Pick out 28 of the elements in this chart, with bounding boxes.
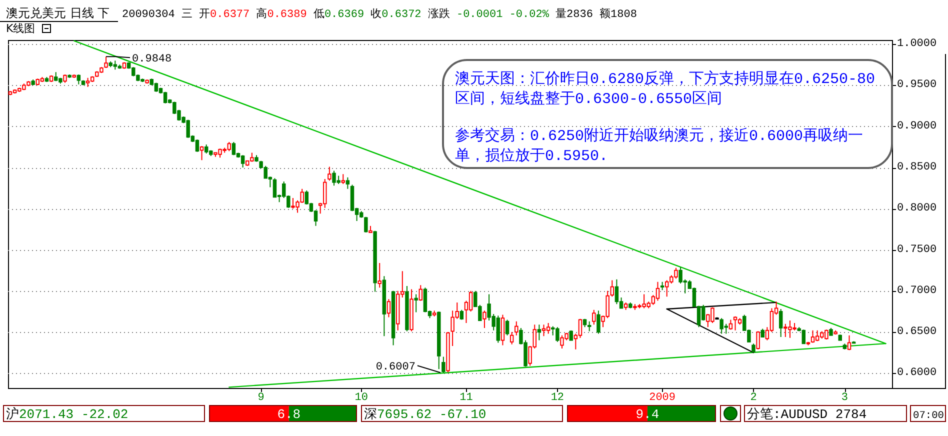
annotation: 参考交易：0.6250附近开始吸纳澳元，接近0.6000再吸纳一单，损位放于0.5950. [455,127,864,165]
x-tick-label: 2 [750,392,757,404]
y-tick-label: 0.7500 [897,244,937,256]
text: 深7695.62 -67.10 [364,407,486,422]
annotation: 澳元天图：汇价昨日0.6280反弹，下方支持明显在0.6250-80区间，短线盘整于0.6300-0.6550区间 [455,70,876,108]
text: 分笔:AUDUSD 2784 [747,407,867,422]
text: 9.4 [636,407,660,422]
text: 沪2071.43 -22.02 [6,406,128,422]
x-tick-label: 11 [460,392,474,404]
y-tick-label: 1.0000 [897,38,937,50]
x-tick-label: 10 [354,392,368,404]
y-tick-label: 0.8500 [897,162,937,174]
x-tick-label: 3 [841,392,848,404]
x-tick-label: 2009 [649,392,676,404]
text: K线图 [6,22,36,35]
annotation: 0.9848 [132,54,172,66]
y-tick-label: 0.6500 [897,326,937,338]
y-tick-label: 0.7000 [897,284,937,297]
x-tick-label: 12 [550,392,564,404]
y-tick-label: 0.9000 [897,120,937,132]
text: 07:00 [913,410,944,422]
x-tick-label: 9 [258,392,264,404]
text: 20090304 三 开0.6377 高0.6389 低0.6369 收0.6372 涨跌 -0.0001 -0.02% 量2836 额1808 [122,9,637,21]
annotation: 0.6007 [376,362,416,374]
y-tick-label: 0.6000 [897,367,937,380]
chart-title: 澳元兑美元 日线 下 [6,6,110,20]
y-tick-label: 0.9500 [897,79,937,92]
y-tick-label: 0.8000 [897,202,937,215]
